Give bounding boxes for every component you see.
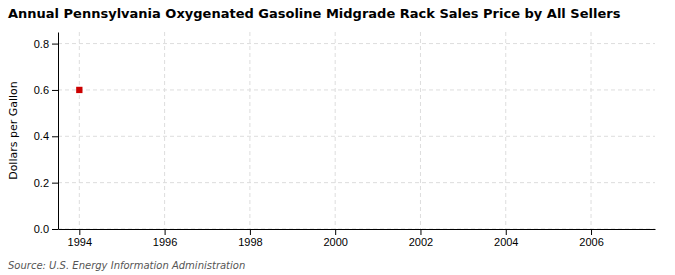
- tick: 1996: [153, 229, 177, 248]
- tick-label: 1998: [238, 236, 262, 248]
- tick: 0.2: [34, 177, 58, 189]
- tick: 0.8: [34, 38, 58, 50]
- tick: 1994: [68, 229, 92, 248]
- tick-label: 2000: [323, 236, 347, 248]
- tick-mark: [52, 183, 58, 184]
- tick-mark: [52, 44, 58, 45]
- tick-mark: [79, 229, 80, 235]
- grid-line-y: [58, 89, 655, 90]
- tick-label: 0.6: [34, 84, 49, 96]
- tick-mark: [52, 229, 58, 230]
- tick: 0.4: [34, 130, 58, 142]
- plot: 1994 1996 1998 2000 2002 2004 2006 0.0 0.2 0.4 0.6…: [34, 32, 656, 248]
- tick-label: 2004: [494, 236, 518, 248]
- tick: 2002: [409, 229, 433, 248]
- tick: 0.6: [34, 84, 58, 96]
- chart: 1994 1996 1998 2000 2002 2004 2006 0.0 0.2 0.4 0.6…: [0, 0, 675, 275]
- title: Annual Pennsylvania Oxygenated Gasoline …: [8, 6, 621, 21]
- tick-label: 2006: [579, 236, 603, 248]
- tick: 0.0: [34, 223, 58, 235]
- tick-label: 0.2: [34, 177, 49, 189]
- tick-mark: [420, 229, 421, 235]
- grid-line-x: [249, 32, 250, 229]
- grid-line-x: [591, 32, 592, 229]
- tick: 1998: [238, 229, 262, 248]
- grid-line-x: [79, 32, 80, 229]
- tick: 2006: [579, 229, 603, 248]
- annotation: Source: U.S. Energy Information Administ…: [8, 260, 245, 271]
- grid-line-x: [505, 32, 506, 229]
- grid-line-y: [58, 182, 655, 183]
- grid-line-x: [164, 32, 165, 229]
- grid-line-y: [58, 229, 655, 230]
- tick-mark: [335, 229, 336, 235]
- grid-line-y: [58, 136, 655, 137]
- tick-mark: [52, 136, 58, 137]
- tick-label: 0.8: [34, 38, 49, 50]
- tick-label: 1996: [153, 236, 177, 248]
- grid-line-x: [420, 32, 421, 229]
- tick-label: 0.4: [34, 130, 49, 142]
- tick-mark: [250, 229, 251, 235]
- axis-line: [59, 229, 656, 230]
- tick: 2000: [323, 229, 347, 248]
- y-axis-title: Dollars per Gallon: [7, 81, 20, 180]
- tick-mark: [506, 229, 507, 235]
- tick-label: 0.0: [34, 223, 49, 235]
- tick-mark: [165, 229, 166, 235]
- tick-mark: [52, 90, 58, 91]
- axis-line: [58, 33, 59, 230]
- tick: 2004: [494, 229, 518, 248]
- tick-label: 1994: [68, 236, 92, 248]
- tick-mark: [591, 229, 592, 235]
- grid-line-x: [335, 32, 336, 229]
- grid-line-y: [58, 43, 655, 44]
- points: [76, 87, 82, 93]
- point: [76, 87, 82, 93]
- y-axis: 0.0 0.2 0.4 0.6 0.8: [34, 33, 59, 236]
- x-axis: 1994 1996 1998 2000 2002 2004 2006: [59, 229, 656, 248]
- grid: [58, 32, 655, 229]
- tick-label: 2002: [409, 236, 433, 248]
